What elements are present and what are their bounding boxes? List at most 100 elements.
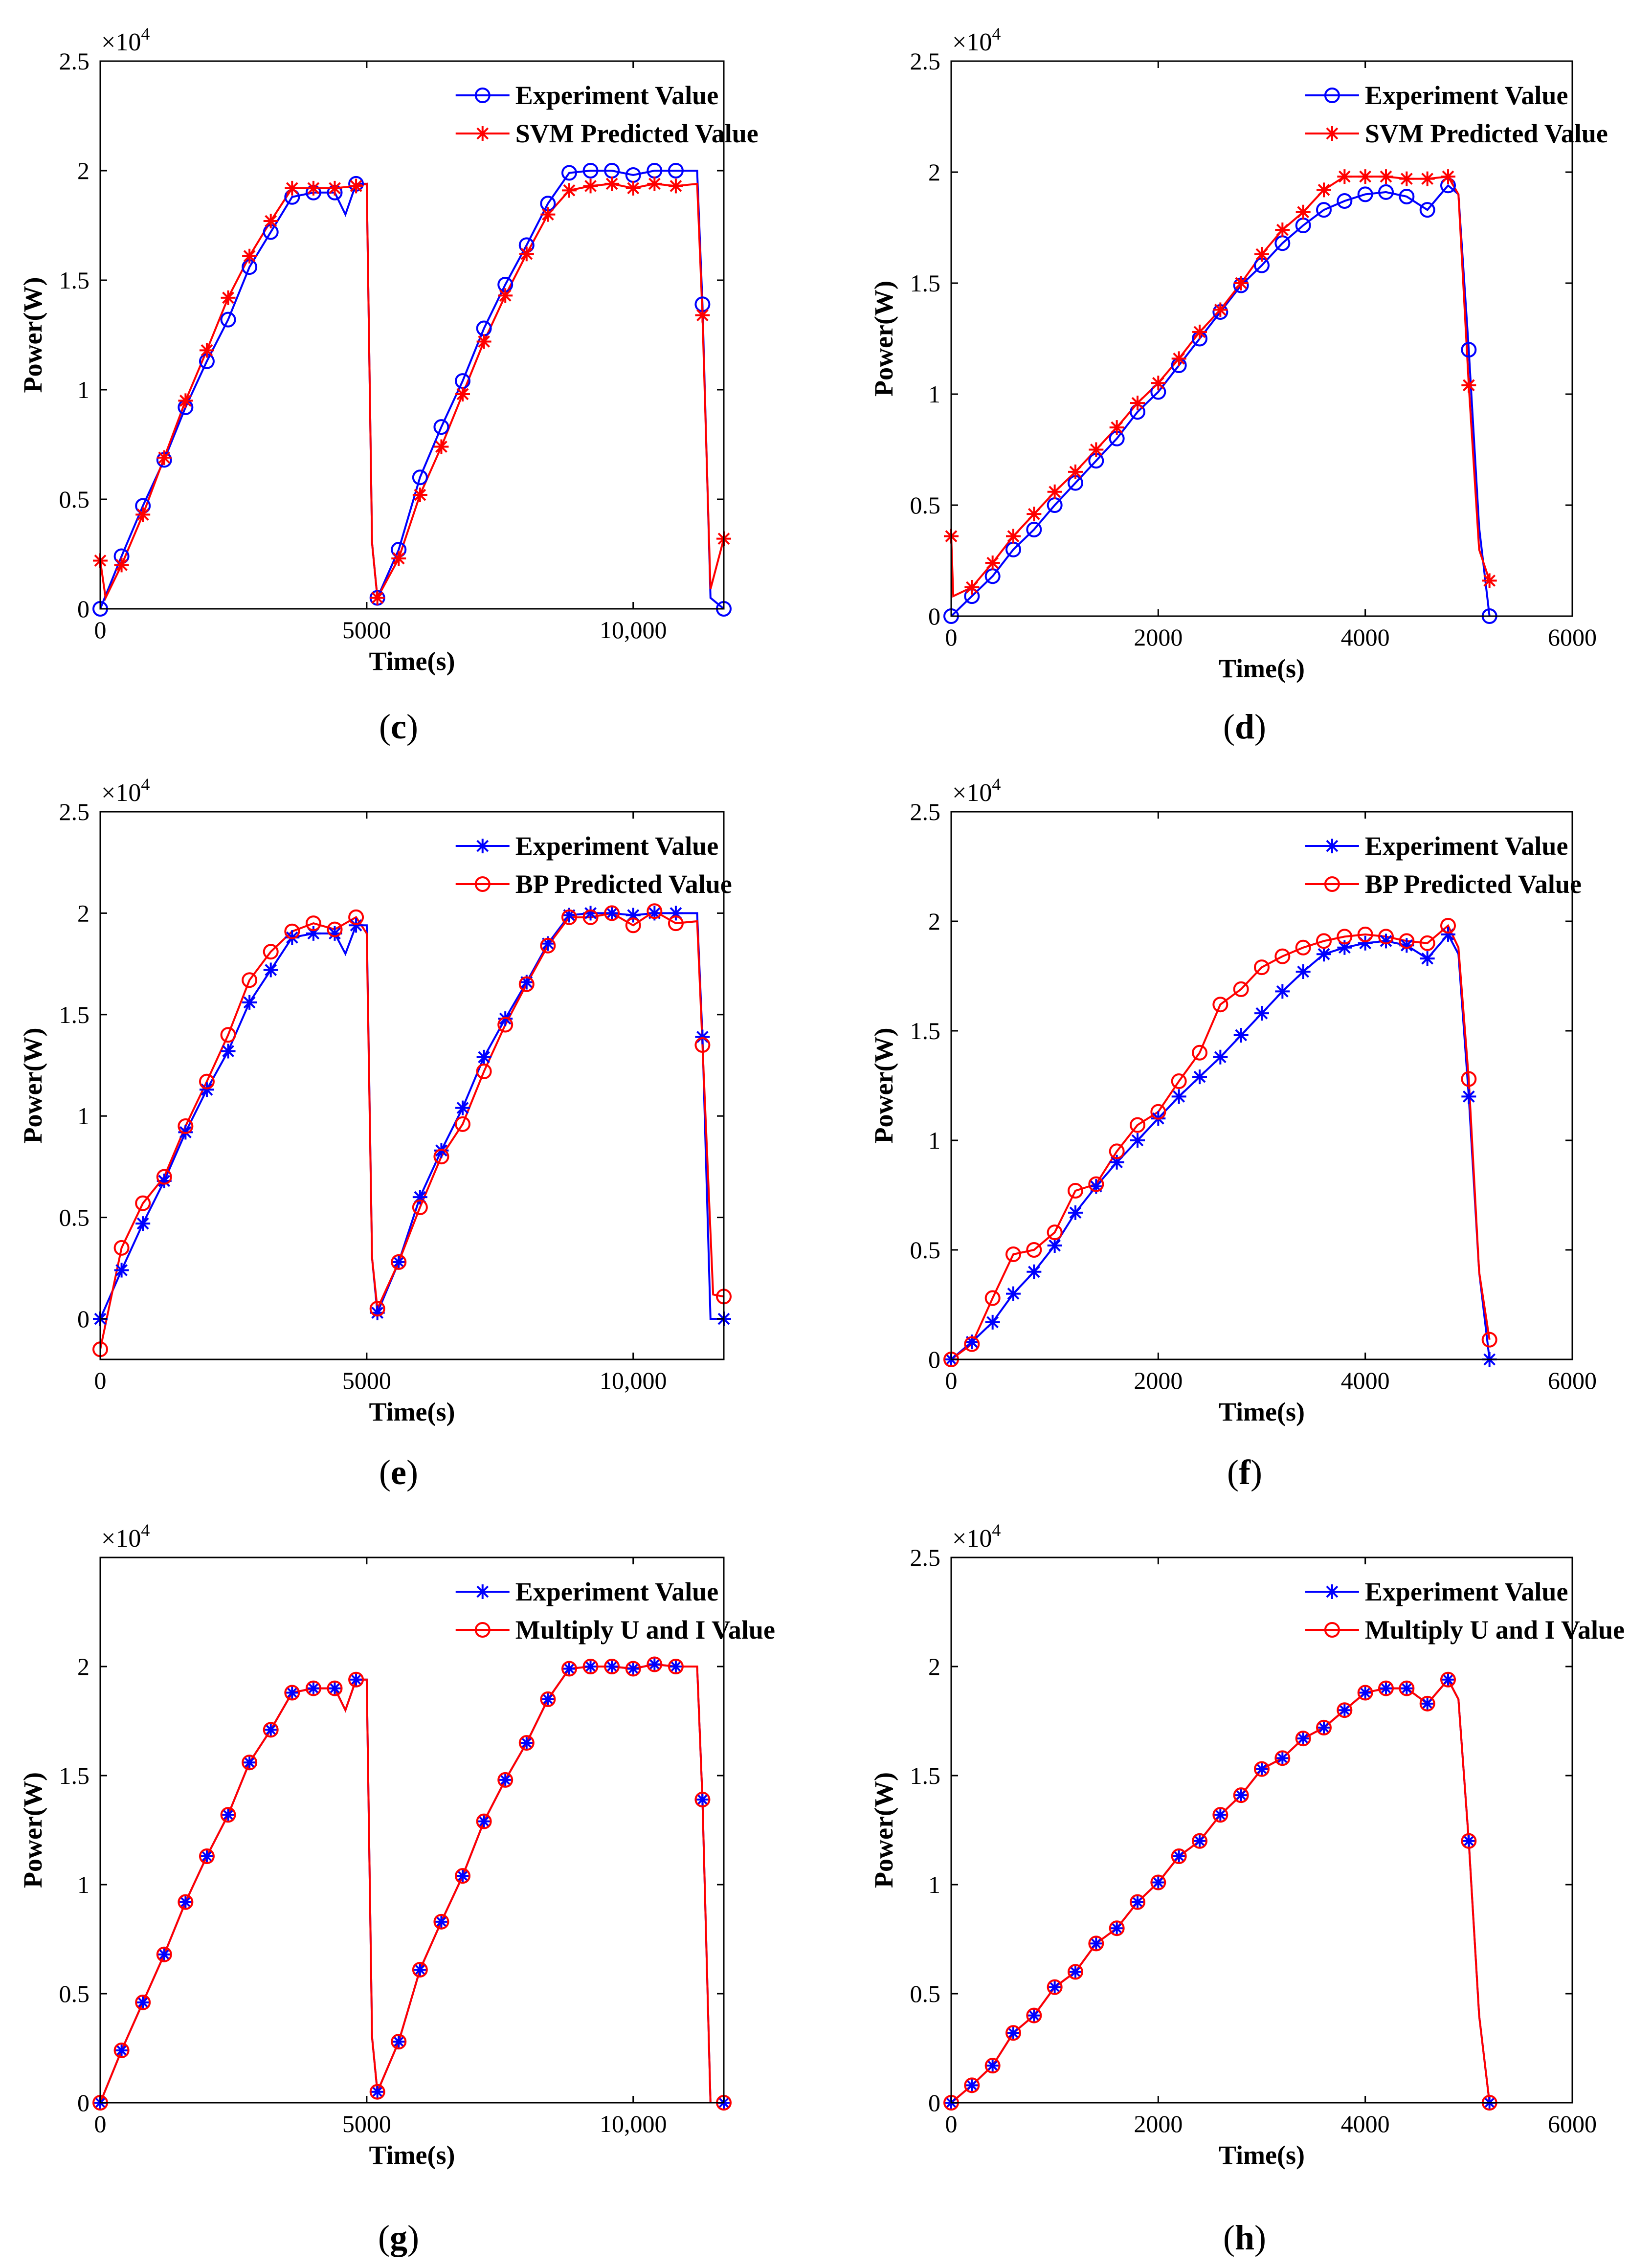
y-tick-label: 1 (928, 1127, 940, 1154)
data-point (1441, 927, 1455, 942)
data-point (540, 936, 556, 951)
data-point (178, 1894, 193, 1910)
data-point (1295, 1731, 1311, 1747)
data-point (412, 1961, 428, 1978)
data-point (1399, 1681, 1414, 1696)
data-point (625, 917, 641, 934)
data-point (370, 2084, 385, 2099)
data-point (647, 906, 662, 921)
y-axis-label: Power(W) (18, 1028, 47, 1144)
legend-label-1: Experiment Value (515, 81, 719, 110)
data-point (583, 178, 598, 194)
data-point (306, 180, 321, 196)
data-point (1254, 246, 1269, 262)
data-point (1089, 1179, 1104, 1194)
axes-box (99, 811, 725, 1360)
data-point (561, 1661, 577, 1677)
x-tick-label: 0 (94, 616, 107, 644)
data-point (498, 1772, 513, 1787)
plot-area (951, 924, 1491, 1359)
data-point (1171, 351, 1186, 366)
data-point (984, 1290, 1001, 1306)
data-point (349, 918, 364, 933)
data-point (625, 908, 641, 923)
data-point (199, 1849, 214, 1864)
data-point (178, 393, 193, 408)
data-point (1254, 959, 1270, 976)
legend-marker-1 (475, 839, 490, 853)
data-point (1274, 948, 1291, 964)
x-tick-label: 6000 (1548, 2110, 1597, 2137)
data-point (1337, 1702, 1353, 1718)
y-tick-label: 2.5 (910, 47, 941, 75)
data-point (540, 1691, 556, 1707)
y-tick-label: 1.5 (910, 1762, 941, 1789)
data-point (1130, 1133, 1145, 1148)
y-axis-label: Power(W) (18, 1772, 47, 1888)
data-point (1089, 442, 1104, 457)
y-tick-label: 0 (77, 2089, 89, 2116)
data-point (306, 1681, 321, 1696)
data-point (604, 1659, 620, 1674)
data-point (695, 1029, 710, 1045)
data-point (1130, 1894, 1145, 1910)
data-point (1379, 169, 1393, 184)
data-point (1109, 1920, 1125, 1936)
axes-box (950, 811, 1573, 1360)
data-point (1420, 951, 1435, 966)
y-tick-label: 2 (77, 1653, 89, 1680)
data-point (156, 450, 172, 465)
y-tick-label: 0.5 (910, 491, 941, 519)
x-tick-label: 2000 (1134, 2110, 1183, 2137)
legend-marker-2 (1324, 126, 1340, 141)
data-point (1109, 1143, 1125, 1159)
y-tick-label: 2 (928, 908, 940, 935)
x-tick-label: 0 (945, 623, 958, 651)
series-line-2 (100, 910, 724, 1350)
data-point (604, 176, 620, 191)
data-point (1212, 1807, 1228, 1823)
data-point (985, 2058, 1000, 2073)
x-axis-label: Time(s) (369, 646, 455, 676)
y-tick-label: 1 (77, 1102, 89, 1130)
data-point (433, 1913, 449, 1930)
data-point (285, 180, 300, 196)
data-point (1420, 1696, 1435, 1711)
data-point (1068, 1964, 1083, 1980)
y-tick-label: 0.5 (910, 1980, 941, 2007)
legend-marker-1 (1324, 839, 1340, 853)
data-point (306, 926, 321, 941)
legend-label-2: SVM Predicted Value (515, 119, 759, 148)
data-point (114, 2043, 129, 2058)
data-point (1150, 1104, 1166, 1120)
x-tick-label: 2000 (1134, 623, 1183, 651)
data-point (604, 1659, 620, 1674)
data-point (1379, 1681, 1393, 1696)
data-point (694, 1037, 711, 1053)
data-point (178, 1894, 194, 1910)
data-point (156, 1173, 172, 1188)
data-point (1275, 984, 1290, 999)
data-point (1461, 1089, 1476, 1104)
data-point (540, 207, 556, 222)
data-point (518, 1735, 535, 1751)
data-point (1358, 169, 1373, 184)
data-point (1027, 2008, 1042, 2023)
data-point (156, 1947, 172, 1962)
data-point (476, 1049, 491, 1065)
data-point (1233, 1788, 1249, 1803)
data-point (476, 334, 491, 349)
data-point (1461, 1833, 1477, 1849)
data-point (327, 180, 342, 196)
data-point (114, 1263, 129, 1278)
data-point (695, 308, 710, 323)
data-point (1316, 202, 1332, 218)
data-point (1295, 1731, 1311, 1746)
data-point (582, 163, 599, 178)
data-point (1317, 1720, 1331, 1735)
data-point (305, 1680, 321, 1696)
data-point (1233, 1027, 1249, 1043)
y-tick-label: 2.5 (59, 47, 90, 75)
data-point (964, 1334, 980, 1350)
data-point (391, 551, 406, 566)
